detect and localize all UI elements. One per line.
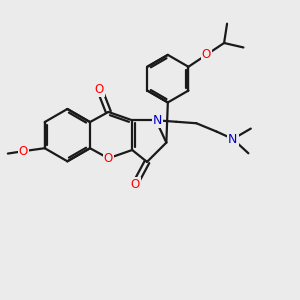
Text: O: O	[130, 178, 140, 191]
Text: N: N	[153, 114, 162, 127]
Text: N: N	[228, 133, 238, 146]
Text: O: O	[104, 152, 113, 165]
Text: O: O	[19, 145, 28, 158]
Text: O: O	[202, 48, 211, 62]
Text: O: O	[95, 83, 104, 96]
